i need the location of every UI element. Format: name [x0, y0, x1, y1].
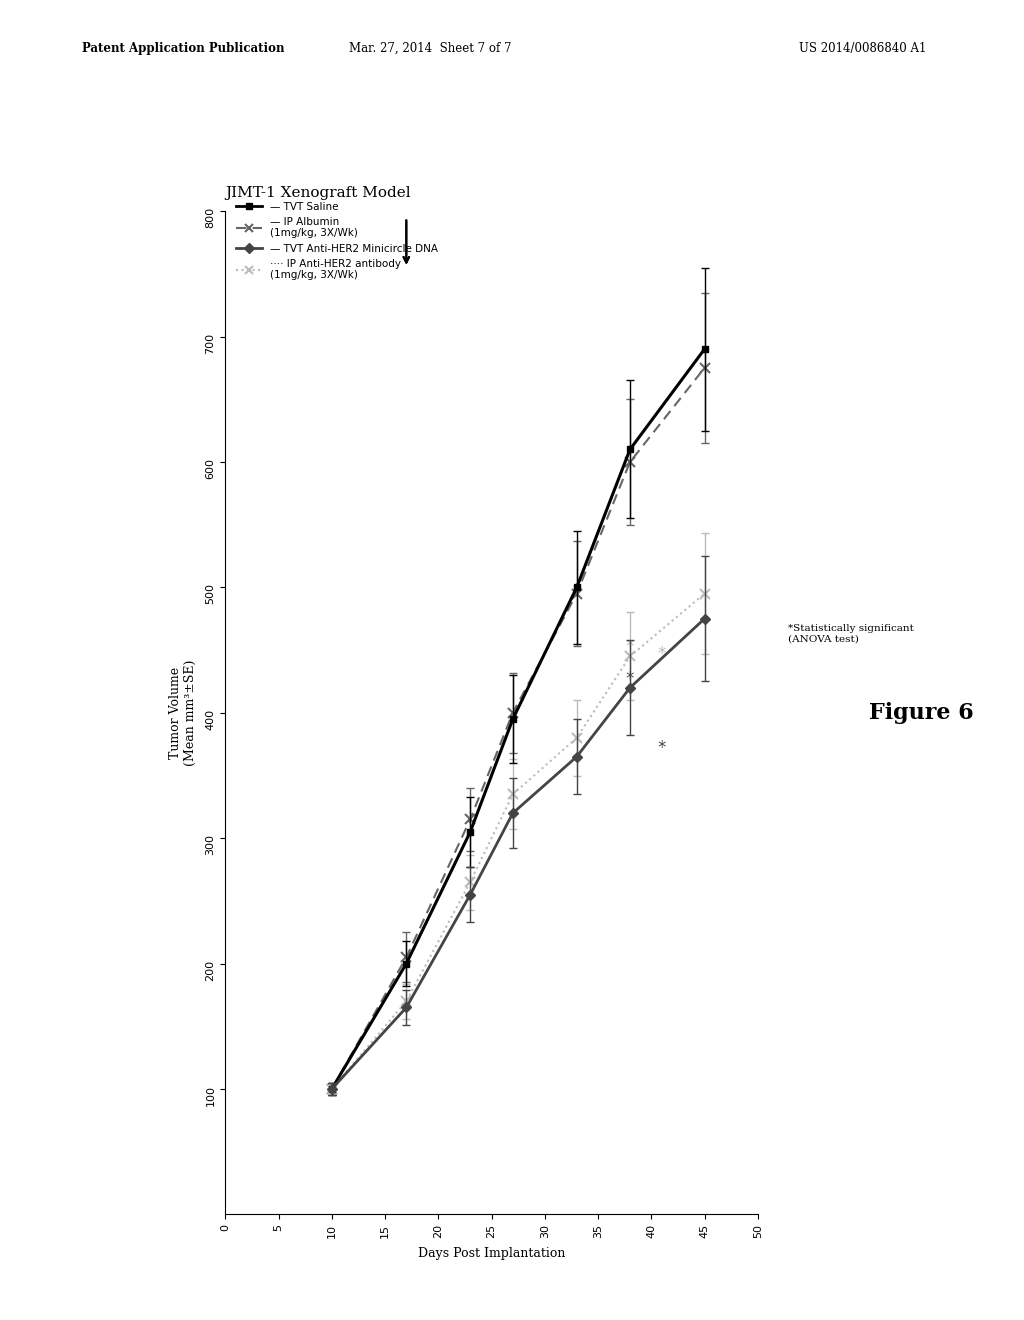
Text: US 2014/0086840 A1: US 2014/0086840 A1	[799, 42, 926, 55]
Y-axis label: Tumor Volume
(Mean mm³±SE): Tumor Volume (Mean mm³±SE)	[169, 660, 198, 766]
Text: Mar. 27, 2014  Sheet 7 of 7: Mar. 27, 2014 Sheet 7 of 7	[349, 42, 511, 55]
Text: *Statistically significant
(ANOVA test): *Statistically significant (ANOVA test)	[788, 624, 914, 643]
Text: *: *	[657, 644, 666, 663]
Legend: — TVT Saline, — IP Albumin
(1mg/kg, 3X/Wk), — TVT Anti-HER2 Minicircle DNA, ····: — TVT Saline, — IP Albumin (1mg/kg, 3X/W…	[230, 197, 443, 285]
Text: JIMT-1 Xenograft Model: JIMT-1 Xenograft Model	[225, 186, 411, 201]
Text: *: *	[657, 739, 666, 756]
Text: *: *	[626, 639, 634, 656]
Text: Patent Application Publication: Patent Application Publication	[82, 42, 285, 55]
X-axis label: Days Post Implantation: Days Post Implantation	[418, 1246, 565, 1259]
Text: *: *	[626, 669, 634, 688]
Text: Figure 6: Figure 6	[869, 702, 974, 723]
